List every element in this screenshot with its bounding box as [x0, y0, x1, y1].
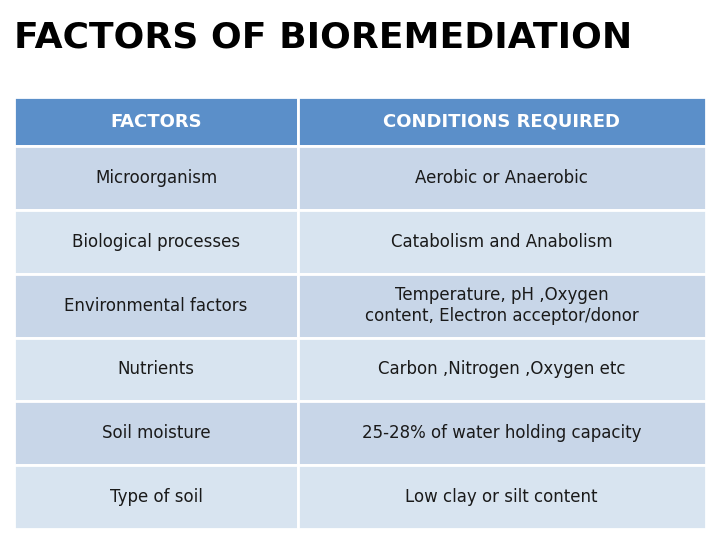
Text: Temperature, pH ,Oxygen
content, Electron acceptor/donor: Temperature, pH ,Oxygen content, Electro…	[365, 286, 639, 325]
FancyBboxPatch shape	[14, 97, 298, 146]
FancyBboxPatch shape	[298, 338, 706, 401]
FancyBboxPatch shape	[14, 146, 298, 210]
Text: Carbon ,Nitrogen ,Oxygen etc: Carbon ,Nitrogen ,Oxygen etc	[378, 361, 626, 379]
Text: Aerobic or Anaerobic: Aerobic or Anaerobic	[415, 168, 588, 187]
Text: FACTORS OF BIOREMEDIATION: FACTORS OF BIOREMEDIATION	[14, 21, 633, 55]
Text: CONDITIONS REQUIRED: CONDITIONS REQUIRED	[383, 112, 620, 131]
Text: Environmental factors: Environmental factors	[64, 296, 248, 314]
Text: 25-28% of water holding capacity: 25-28% of water holding capacity	[362, 424, 642, 442]
Text: Type of soil: Type of soil	[109, 488, 202, 507]
FancyBboxPatch shape	[14, 210, 298, 274]
FancyBboxPatch shape	[14, 274, 298, 338]
FancyBboxPatch shape	[14, 401, 298, 465]
FancyBboxPatch shape	[14, 465, 298, 529]
FancyBboxPatch shape	[298, 465, 706, 529]
FancyBboxPatch shape	[298, 146, 706, 210]
Text: FACTORS: FACTORS	[110, 112, 202, 131]
Text: Low clay or silt content: Low clay or silt content	[405, 488, 598, 507]
Text: Biological processes: Biological processes	[72, 233, 240, 251]
Text: Nutrients: Nutrients	[117, 361, 194, 379]
FancyBboxPatch shape	[298, 274, 706, 338]
Text: Microorganism: Microorganism	[95, 168, 217, 187]
FancyBboxPatch shape	[298, 97, 706, 146]
Text: Catabolism and Anabolism: Catabolism and Anabolism	[391, 233, 613, 251]
FancyBboxPatch shape	[298, 210, 706, 274]
FancyBboxPatch shape	[14, 338, 298, 401]
Text: Soil moisture: Soil moisture	[102, 424, 210, 442]
FancyBboxPatch shape	[298, 401, 706, 465]
